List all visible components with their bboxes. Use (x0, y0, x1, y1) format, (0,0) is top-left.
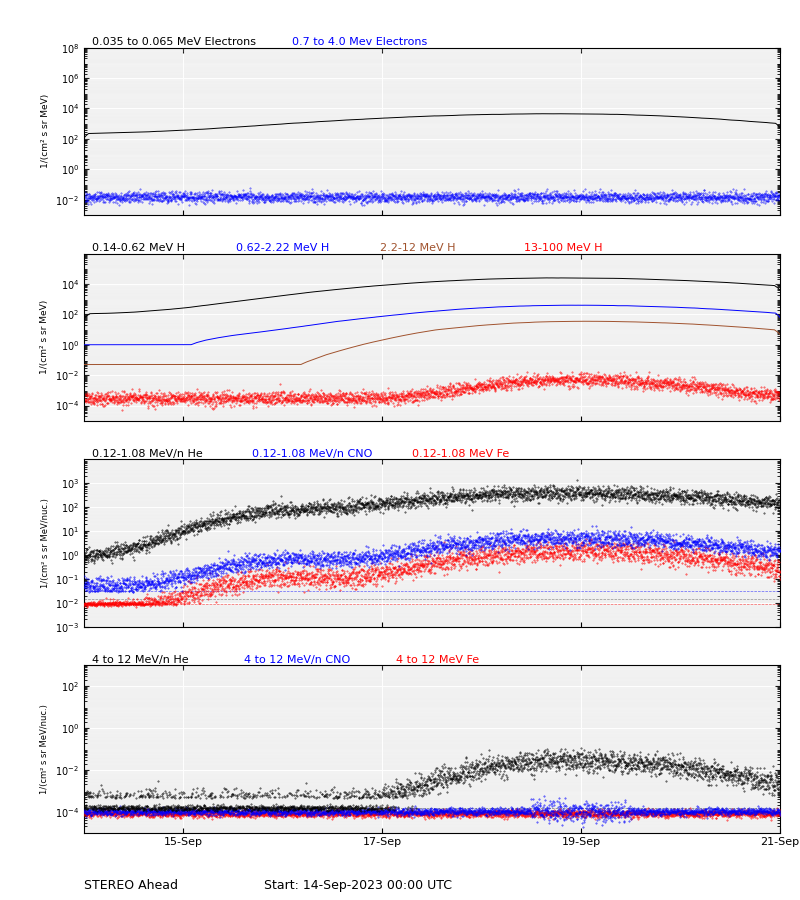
Y-axis label: 1/(cm² s sr MeV): 1/(cm² s sr MeV) (40, 300, 50, 374)
Text: 0.035 to 0.065 MeV Electrons: 0.035 to 0.065 MeV Electrons (92, 37, 256, 47)
Text: 0.62-2.22 MeV H: 0.62-2.22 MeV H (236, 243, 330, 253)
Text: 2.2-12 MeV H: 2.2-12 MeV H (380, 243, 455, 253)
Y-axis label: 1/(cm² s sr MeV/nuc.): 1/(cm² s sr MeV/nuc.) (41, 498, 50, 588)
Text: 0.12-1.08 MeV Fe: 0.12-1.08 MeV Fe (412, 449, 510, 459)
Text: 0.7 to 4.0 Mev Electrons: 0.7 to 4.0 Mev Electrons (292, 37, 427, 47)
Text: 0.12-1.08 MeV/n He: 0.12-1.08 MeV/n He (92, 449, 202, 459)
Text: 13-100 MeV H: 13-100 MeV H (524, 243, 602, 253)
Text: 0.14-0.62 MeV H: 0.14-0.62 MeV H (92, 243, 185, 253)
Text: STEREO Ahead: STEREO Ahead (84, 879, 178, 892)
Y-axis label: 1/(cm² s sr MeV): 1/(cm² s sr MeV) (41, 94, 50, 168)
Text: 4 to 12 MeV Fe: 4 to 12 MeV Fe (396, 654, 479, 664)
Text: 0.12-1.08 MeV/n CNO: 0.12-1.08 MeV/n CNO (252, 449, 372, 459)
Y-axis label: 1/(cm² s sr MeV/nuc.): 1/(cm² s sr MeV/nuc.) (40, 704, 50, 794)
Text: 4 to 12 MeV/n He: 4 to 12 MeV/n He (92, 654, 189, 664)
Text: 4 to 12 MeV/n CNO: 4 to 12 MeV/n CNO (244, 654, 350, 664)
Text: Start: 14-Sep-2023 00:00 UTC: Start: 14-Sep-2023 00:00 UTC (264, 879, 452, 892)
